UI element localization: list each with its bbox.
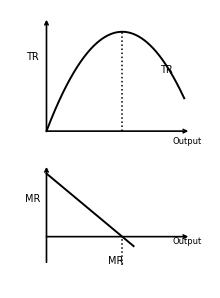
Text: TR: TR bbox=[160, 65, 173, 74]
Text: MR: MR bbox=[25, 194, 40, 204]
Text: Output: Output bbox=[172, 237, 202, 246]
Text: TR: TR bbox=[26, 52, 39, 62]
Text: MR: MR bbox=[108, 256, 123, 266]
Text: Output: Output bbox=[172, 136, 202, 145]
